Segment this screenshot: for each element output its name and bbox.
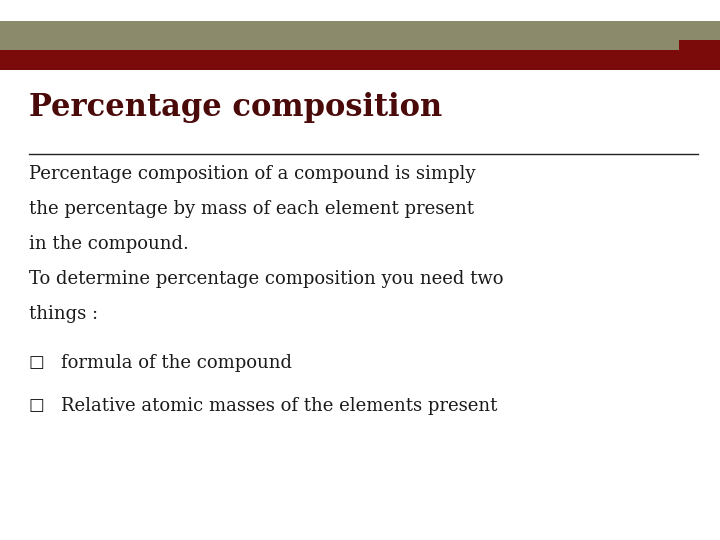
Text: □: □ xyxy=(29,354,45,370)
Bar xyxy=(679,40,720,70)
Text: Percentage composition: Percentage composition xyxy=(29,92,442,123)
Bar xyxy=(0,21,720,50)
Text: Relative atomic masses of the elements present: Relative atomic masses of the elements p… xyxy=(61,397,498,415)
Text: things :: things : xyxy=(29,305,98,323)
Bar xyxy=(679,21,720,50)
Bar xyxy=(0,50,679,70)
Text: □: □ xyxy=(29,397,45,414)
Text: in the compound.: in the compound. xyxy=(29,235,189,253)
Text: Percentage composition of a compound is simply: Percentage composition of a compound is … xyxy=(29,165,475,183)
Text: formula of the compound: formula of the compound xyxy=(61,354,292,372)
Text: To determine percentage composition you need two: To determine percentage composition you … xyxy=(29,270,503,288)
Text: the percentage by mass of each element present: the percentage by mass of each element p… xyxy=(29,200,474,218)
